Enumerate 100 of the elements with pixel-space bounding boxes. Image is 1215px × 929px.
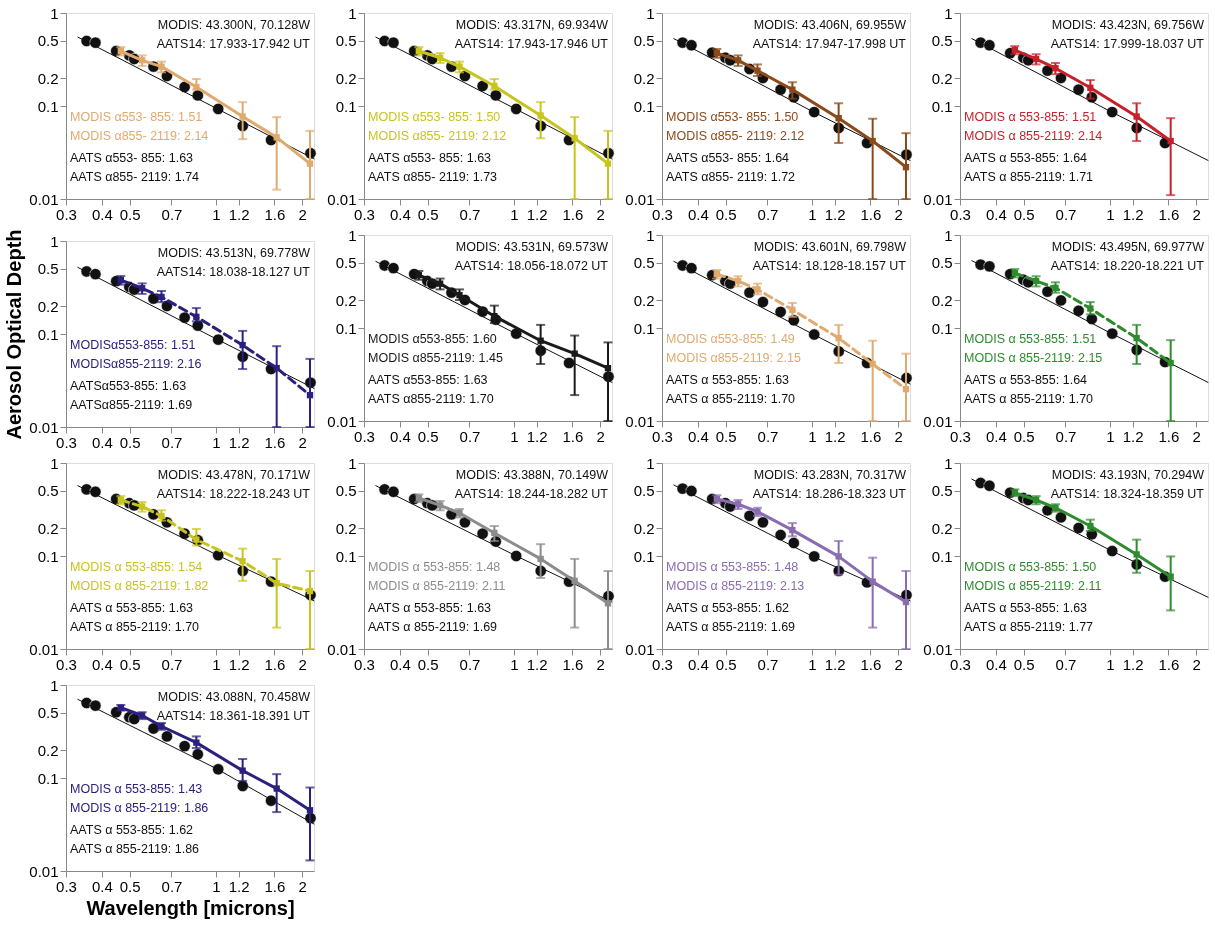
annotation: MODIS α 855-2119: 2.15	[964, 351, 1103, 365]
annotation: AATS14: 18.324-18.359 UT	[1050, 487, 1205, 501]
x-tick-label: 0.7	[161, 433, 183, 451]
annotation: AATS α553- 855: 1.63	[70, 151, 194, 165]
annotation: MODIS: 43.513N, 69.778W	[157, 246, 311, 260]
x-tick-label: 0.4	[985, 427, 1007, 445]
x-tick-label: 0.4	[91, 877, 113, 895]
annotation: MODIS α855-2119: 1.45	[368, 351, 503, 365]
x-tick-label: 0.7	[1055, 205, 1077, 223]
x-tick-label: 0.5	[417, 655, 439, 673]
annotation: AATS14: 17.943-17.946 UT	[454, 37, 609, 51]
x-tick-label: 1	[212, 877, 221, 895]
x-tick-label: 1	[808, 655, 817, 673]
x-tick-label: 1.2	[228, 877, 250, 895]
x-tick-label: 0.7	[161, 205, 183, 223]
annotation: AATS14: 17.999-18.037 UT	[1050, 37, 1205, 51]
x-tick-label: 0.7	[459, 205, 481, 223]
y-tick-label: 0.01	[923, 640, 953, 658]
x-tick-label: 1.6	[562, 427, 584, 445]
x-tick-label: 0.4	[91, 433, 113, 451]
annotation: MODIS: 43.601N, 69.798W	[753, 240, 907, 254]
x-tick-label: 2	[894, 427, 903, 445]
x-tick-label: 1.2	[824, 205, 846, 223]
y-tick-label: 0.1	[931, 97, 953, 115]
x-tick-label: 1.2	[228, 433, 250, 451]
x-tick-label: 1.6	[264, 433, 286, 451]
annotation: AATS14: 17.947-17.998 UT	[752, 37, 907, 51]
x-tick-label: 0.3	[354, 655, 375, 673]
x-tick-label: 1	[1106, 655, 1115, 673]
annotation: AATS α 553-855: 1.63	[70, 601, 194, 615]
y-tick-label: 0.5	[37, 704, 59, 722]
y-tick-label: 1	[50, 4, 59, 22]
y-tick-label: 0.1	[633, 319, 655, 337]
annotation: AATS14: 18.286-18.323 UT	[752, 487, 907, 501]
x-tick-label: 1	[510, 427, 519, 445]
y-tick-label: 0.2	[335, 519, 357, 537]
annotation: AATS α855-2119: 1.70	[368, 392, 494, 406]
y-tick-label: 0.1	[37, 547, 59, 565]
annotation: AATS α 553-855: 1.62	[70, 823, 194, 837]
annotation: AATS α855- 2119: 1.72	[666, 170, 796, 184]
x-tick-label: 1.6	[1158, 655, 1180, 673]
x-tick-label: 0.3	[56, 433, 77, 451]
annotation: AATS α 553-855: 1.63	[368, 601, 492, 615]
x-tick-label: 2	[298, 877, 307, 895]
y-tick-label: 0.5	[37, 260, 59, 278]
annotation: MODIS α 553-855: 1.48	[666, 560, 799, 574]
x-tick-label: 2	[596, 205, 605, 223]
y-tick-label: 1	[348, 454, 357, 472]
y-tick-label: 0.2	[37, 297, 59, 315]
x-tick-label: 0.5	[119, 877, 141, 895]
x-tick-label: 0.4	[91, 655, 113, 673]
y-tick-label: 0.2	[931, 519, 953, 537]
x-tick-label: 0.3	[950, 427, 971, 445]
x-tick-label: 2	[1192, 655, 1201, 673]
y-tick-label: 0.01	[327, 412, 357, 430]
x-tick-label: 0.4	[389, 655, 411, 673]
y-tick-label: 0.2	[931, 291, 953, 309]
annotation: AATS14: 18.244-18.282 UT	[454, 487, 609, 501]
x-tick-label: 1	[808, 427, 817, 445]
annotation: MODIS: 43.193N, 70.294W	[1051, 468, 1205, 482]
x-tick-label: 2	[1192, 427, 1201, 445]
x-tick-label: 1	[212, 655, 221, 673]
x-tick-label: 2	[298, 205, 307, 223]
annotation: MODIS α553- 855: 1.50	[666, 110, 799, 124]
y-tick-label: 0.01	[923, 190, 953, 208]
annotation: MODIS: 43.388N, 70.149W	[455, 468, 609, 482]
x-tick-label: 1.6	[264, 655, 286, 673]
x-tick-label: 1	[808, 205, 817, 223]
y-tick-label: 0.2	[37, 741, 59, 759]
x-tick-label: 2	[894, 205, 903, 223]
y-tick-label: 0.01	[29, 640, 59, 658]
y-tick-label: 0.1	[931, 547, 953, 565]
y-tick-label: 0.1	[633, 97, 655, 115]
annotation: AATS α553-855: 1.63	[368, 373, 488, 387]
x-tick-label: 0.5	[1013, 427, 1035, 445]
y-tick-label: 0.1	[37, 97, 59, 115]
y-tick-label: 1	[50, 454, 59, 472]
x-tick-label: 0.4	[985, 655, 1007, 673]
x-tick-label: 0.3	[950, 205, 971, 223]
y-tick-label: 1	[944, 4, 953, 22]
annotation: MODIS: 43.495N, 69.977W	[1051, 240, 1205, 254]
y-tick-label: 0.01	[625, 412, 655, 430]
y-tick-label: 0.01	[327, 190, 357, 208]
annotation: MODIS α855- 2119: 2.14	[70, 129, 209, 143]
x-tick-label: 1	[510, 655, 519, 673]
annotation: MODIS α 553-855: 1.50	[964, 560, 1097, 574]
x-tick-label: 1.2	[526, 655, 548, 673]
annotation: MODIS α 855-2119: 1.86	[70, 801, 209, 815]
annotation: MODIS α 855-2119: 2.11	[368, 579, 506, 593]
annotation: AATSα553-855: 1.63	[70, 379, 187, 393]
annotation: MODIS α 855-2119: 2.11	[964, 579, 1102, 593]
x-tick-label: 0.7	[161, 877, 183, 895]
x-tick-label: 0.3	[56, 655, 77, 673]
x-tick-label: 2	[298, 655, 307, 673]
y-tick-label: 0.01	[29, 190, 59, 208]
x-tick-label: 1	[212, 433, 221, 451]
y-tick-label: 0.1	[37, 325, 59, 343]
x-tick-label: 0.4	[389, 427, 411, 445]
y-tick-label: 0.01	[625, 190, 655, 208]
y-tick-label: 0.2	[931, 69, 953, 87]
